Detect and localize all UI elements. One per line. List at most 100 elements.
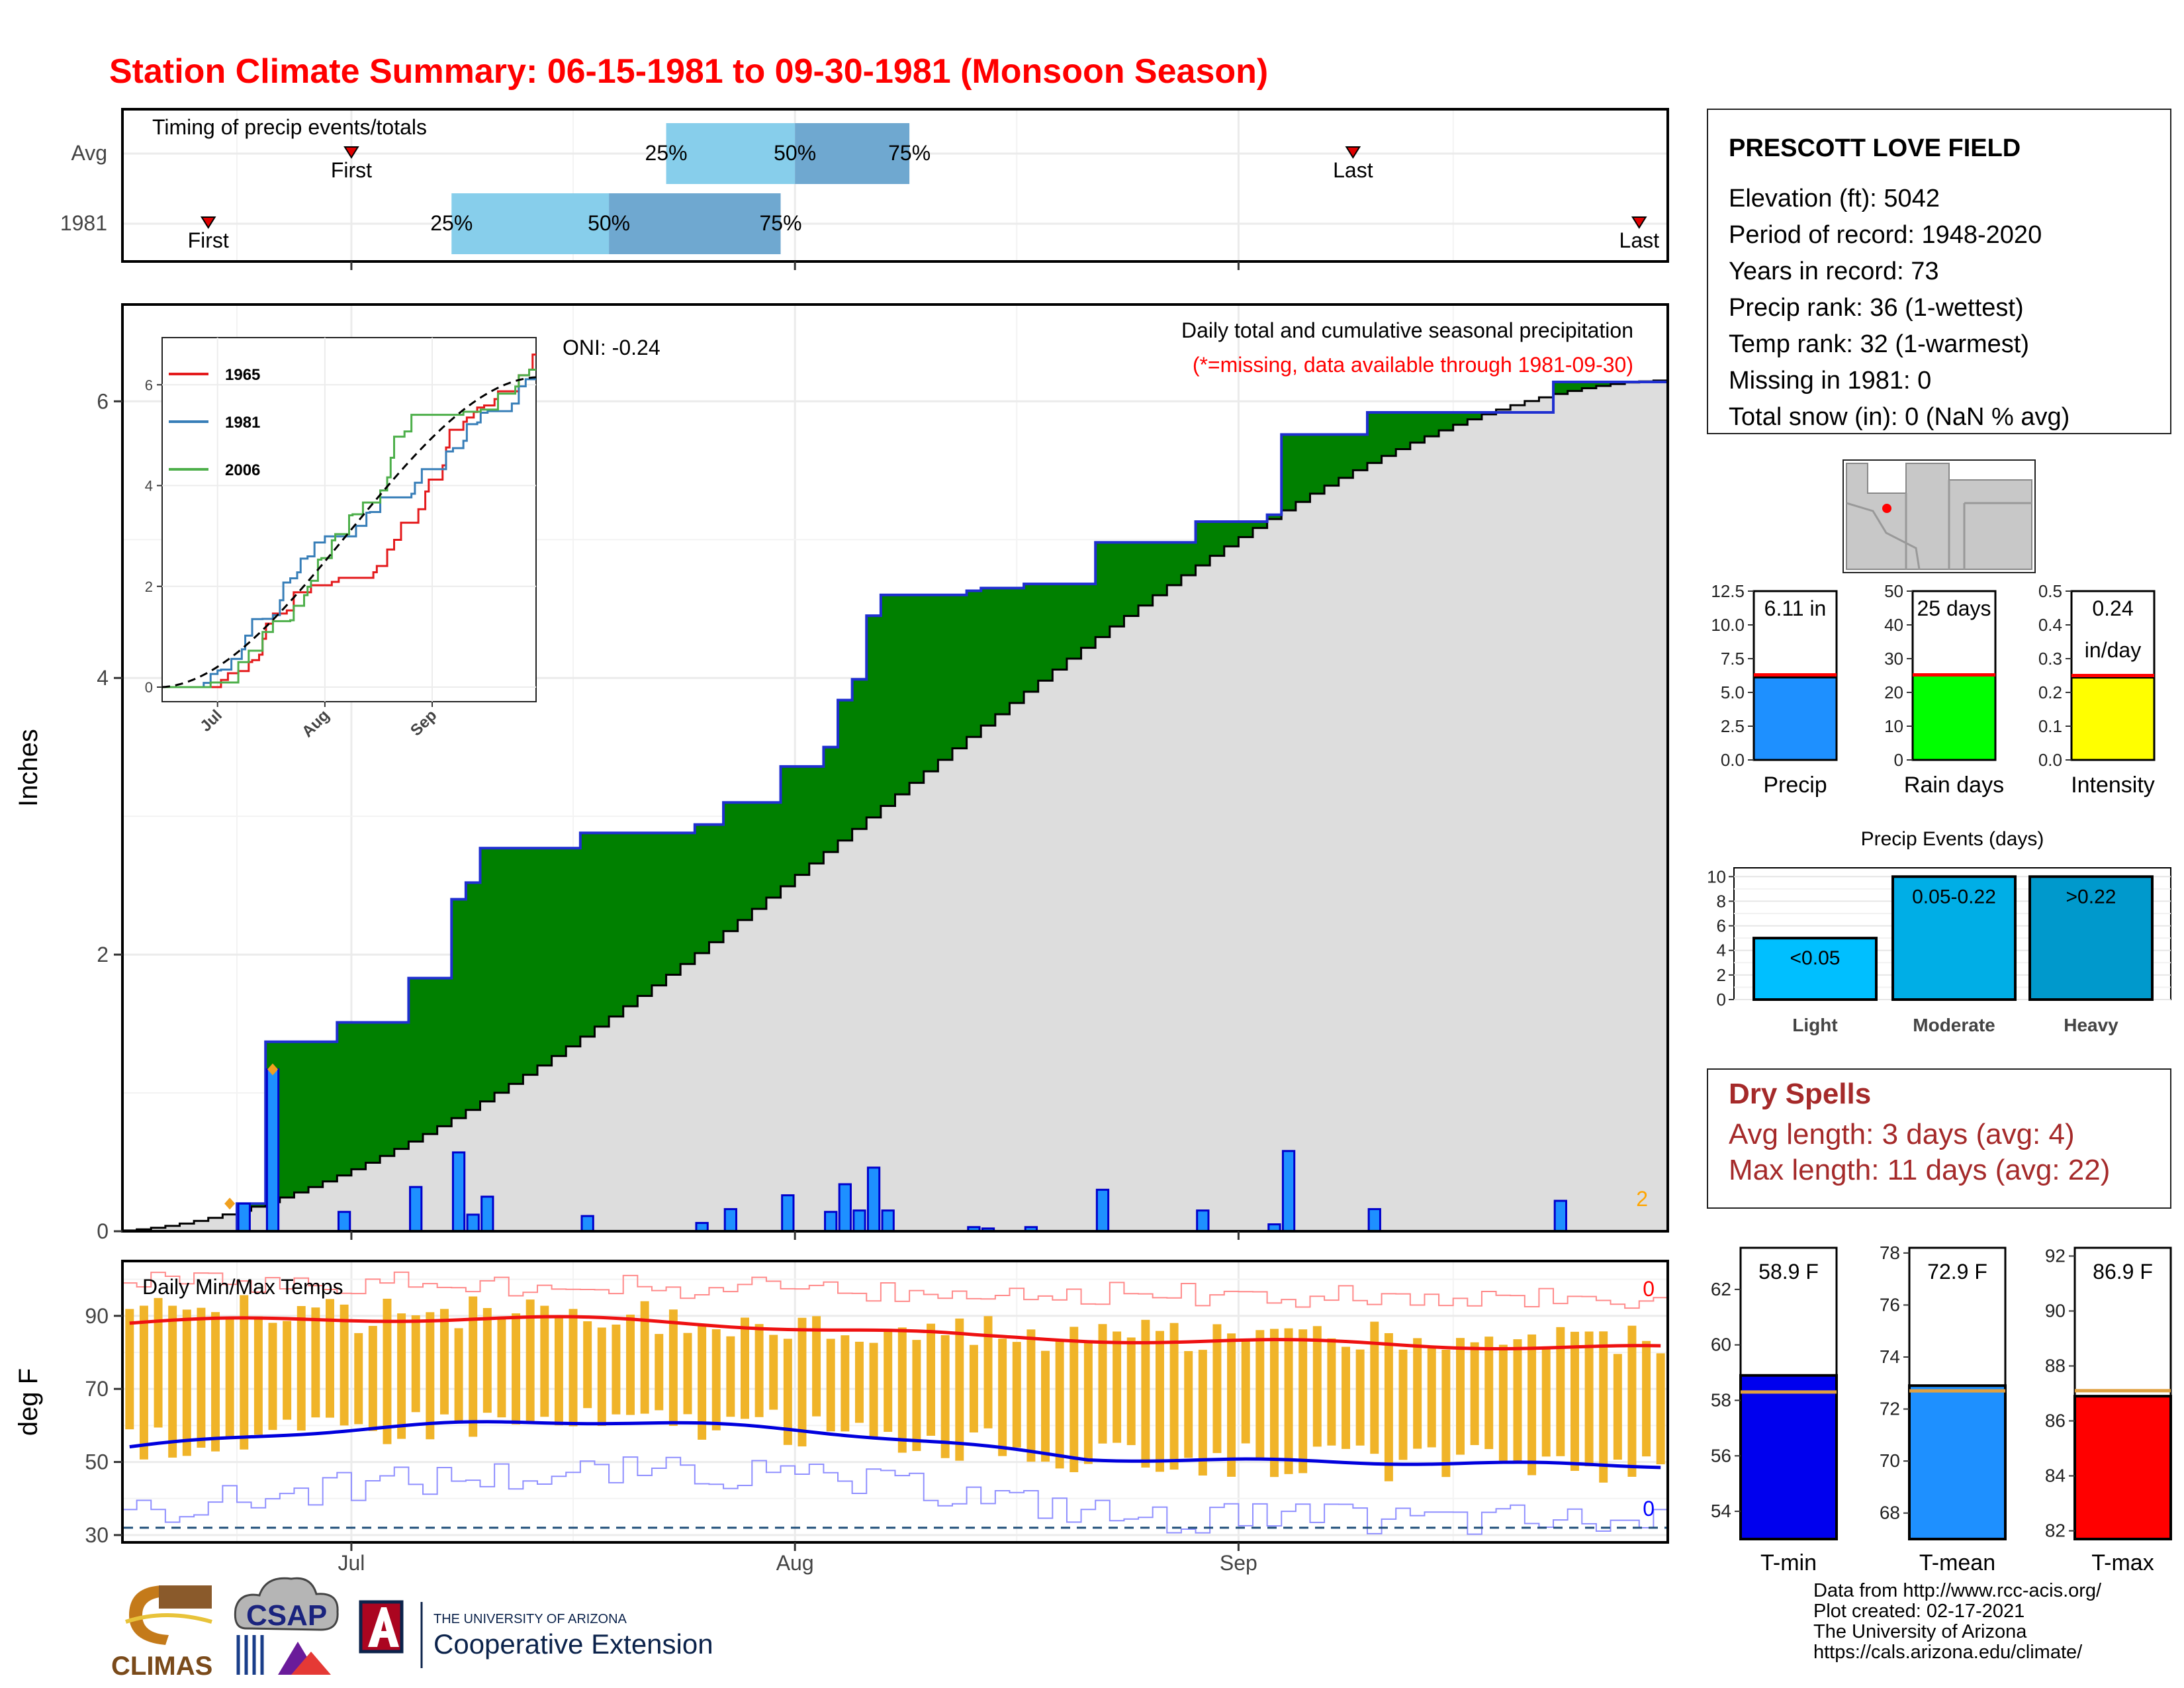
daily-precip-bar (451, 1151, 466, 1233)
daily-temp-bar (841, 1335, 850, 1432)
events-category-label: Heavy (2064, 1015, 2118, 1035)
temp-panel-label: Daily Min/Max Temps (142, 1275, 343, 1299)
inset-y-tick-label: 6 (145, 377, 153, 393)
timing-q75-label: 75% (888, 141, 931, 165)
daily-temp-bar (927, 1323, 936, 1436)
station-years: Years in record: 73 (1729, 258, 1939, 285)
daily-temp-bar (955, 1318, 964, 1461)
summary-y-tick-label: 40 (1884, 615, 1903, 635)
events-category-label: Moderate (1913, 1015, 1995, 1035)
temp-y-axis-label: deg F (14, 1368, 43, 1436)
summary-value-unit: in/day (2085, 638, 2141, 662)
daily-temp-bar (1255, 1330, 1265, 1458)
daily-temp-bar (1556, 1327, 1565, 1456)
record-low-line (122, 1456, 1668, 1535)
daily-temp-bar (626, 1314, 635, 1415)
station-info-box: PRESCOTT LOVE FIELD Elevation (ft): 5042… (1707, 109, 2171, 434)
dry-spells-title: Dry Spells (1729, 1078, 1871, 1110)
temp-y-tick-label: 58 (1711, 1389, 1731, 1410)
timing-label: Timing of precip events/totals (152, 115, 427, 139)
daily-temp-bar (1155, 1331, 1164, 1472)
summary-y-tick-label: 0.3 (2038, 649, 2062, 669)
summary-y-tick-label: 0.2 (2038, 682, 2062, 702)
daily-temp-bar (1355, 1349, 1365, 1446)
temp-bar-T-min (1739, 1374, 1838, 1541)
temp-panel: 30 50 70 90 deg F Daily Min/Max Temps 0 0 (14, 1260, 1669, 1547)
daily-temp-bar (711, 1329, 721, 1430)
daily-temp-bar (1269, 1329, 1279, 1477)
daily-temp-bar (1384, 1333, 1393, 1481)
daily-temp-bar (969, 1344, 978, 1432)
inset-average-line (161, 376, 537, 688)
daily-temp-bar (454, 1328, 463, 1424)
cooperative-extension: Cooperative Extension (433, 1628, 713, 1660)
daily-temp-bar (283, 1321, 292, 1420)
dry-spells-box: Dry Spells Avg length: 3 days (avg: 4) M… (1707, 1068, 2171, 1209)
summary-bar-label: Intensity (2071, 773, 2155, 798)
summary-value-label: 25 days (1917, 596, 1991, 620)
credit-university: The University of Arizona (1813, 1621, 2027, 1642)
summary-y-tick-label: 12.5 (1711, 581, 1745, 601)
summary-y-tick-label: 0.1 (2038, 716, 2062, 736)
daily-temp-bar (1456, 1338, 1465, 1455)
temp-y-tick-label: 90 (2045, 1300, 2066, 1321)
temp-bar-T-max (2073, 1395, 2172, 1540)
timing-bar-upper-Avg (795, 123, 910, 184)
x-tick-label: Jul (338, 1551, 365, 1575)
daily-temp-bar (983, 1316, 993, 1429)
daily-temp-bar (1227, 1333, 1236, 1477)
timing-q50-label: 50% (588, 211, 630, 235)
daily-temp-bar (869, 1342, 878, 1438)
daily-temp-bar (912, 1340, 921, 1451)
temp-value-label: 86.9 F (2093, 1260, 2153, 1284)
daily-precip-bar (838, 1183, 852, 1233)
daily-temp-bar (583, 1321, 592, 1409)
daily-temp-bar (812, 1316, 821, 1417)
precip-corner-count: 2 (1636, 1187, 1648, 1211)
events-y-tick-label: 2 (1717, 965, 1726, 985)
inset-series-1981 (162, 378, 536, 688)
temp-y-tick-label: 78 (1880, 1243, 1900, 1263)
university-logo: THE UNIVERSITY OF ARIZONA Cooperative Ex… (359, 1600, 713, 1668)
daily-temp-bar (211, 1312, 220, 1452)
daily-temp-bar (1284, 1328, 1293, 1474)
temp-y-tick-label: 50 (85, 1450, 109, 1474)
climas-logo: CLIMAS (111, 1585, 212, 1681)
credits: Data from http://www.rcc-acis.org/ Plot … (1813, 1581, 2171, 1663)
daily-temp-bar (1327, 1338, 1336, 1446)
timing-bar-lower-Avg (666, 123, 796, 184)
temp-y-tick-label: 84 (2045, 1466, 2066, 1486)
daily-temp-bar (197, 1307, 206, 1448)
daily-temp-bar (1498, 1344, 1508, 1461)
csap-logo: CSAP (234, 1577, 339, 1675)
station-precip-rank: Precip rank: 36 (1-wettest) (1729, 294, 2024, 322)
daily-temp-bar (668, 1309, 678, 1427)
inset-legend-label: 2006 (225, 461, 260, 479)
daily-precip-bar (723, 1208, 738, 1233)
page-title: Station Climate Summary: 06-15-1981 to 0… (109, 52, 1268, 91)
temp-y-tick-label: 76 (1880, 1294, 1900, 1315)
daily-temp-bar (1026, 1329, 1036, 1462)
daily-temp-bar (797, 1317, 807, 1447)
events-title: Precip Events (days) (1861, 828, 2044, 850)
temp-y-tick-label: 90 (85, 1304, 109, 1328)
summary-bar-label: Rain days (1904, 773, 2004, 798)
daily-precip-bar (824, 1211, 838, 1233)
daily-temp-bar (1441, 1349, 1451, 1477)
temp-y-tick-label: 60 (1711, 1335, 1731, 1355)
daily-temp-bar (1656, 1353, 1665, 1465)
daily-precip-bar (1281, 1150, 1296, 1233)
university-name: THE UNIVERSITY OF ARIZONA (433, 1612, 627, 1626)
daily-temp-bar (168, 1305, 177, 1458)
timing-panel: 25% 50% 75% First Last 25% 50% 75% First Last Tim… (60, 108, 1669, 263)
timing-q75-label: 75% (760, 211, 802, 235)
daily-precip-bar (237, 1202, 251, 1233)
daily-precip-bar (466, 1213, 480, 1233)
daily-precip-bar (265, 1068, 280, 1233)
daily-temp-bar (612, 1325, 621, 1415)
daily-temp-bar (1413, 1338, 1422, 1449)
record-high-line (122, 1271, 1668, 1309)
timing-last-marker (1345, 146, 1361, 159)
avg-tmax-line (129, 1315, 1661, 1350)
